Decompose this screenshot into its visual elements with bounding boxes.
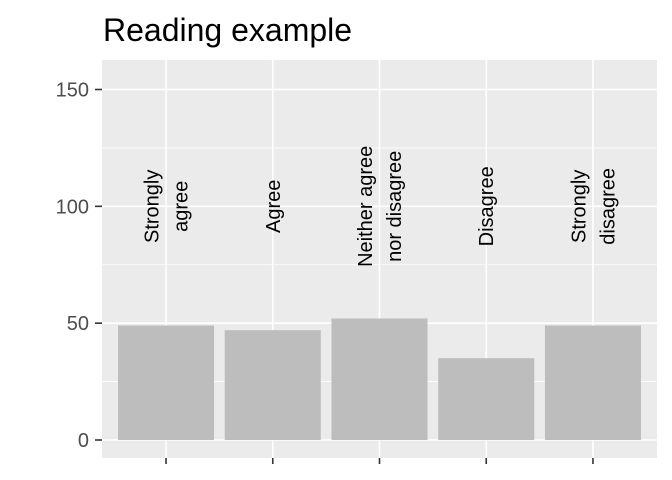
category-label-line: nor disagree <box>384 151 406 262</box>
bar-5 <box>544 325 641 440</box>
category-label-line: agree <box>171 181 193 232</box>
y-tick-label: 100 <box>56 196 89 218</box>
category-labels: Strongly agree Agree Neither agree nor disag… <box>142 146 620 267</box>
category-label: Disagree <box>476 166 498 246</box>
category-label-line: Strongly <box>568 170 590 243</box>
bar-4 <box>438 358 535 440</box>
category-label-line: Neither agree <box>355 146 377 267</box>
x-axis <box>165 458 594 464</box>
bar-3 <box>331 318 428 440</box>
category-label-line: Strongly <box>142 170 164 243</box>
y-axis: 0 50 100 150 <box>56 80 102 452</box>
bars <box>118 318 641 440</box>
y-tick-label: 150 <box>56 80 89 102</box>
category-label-line: Disagree <box>476 166 498 246</box>
category-label-line: disagree <box>597 168 619 245</box>
bar-1 <box>118 325 215 440</box>
category-label: Neither agree nor disagree <box>355 146 406 267</box>
category-label: Agree <box>263 180 285 233</box>
category-label: Strongly disagree <box>568 168 619 245</box>
y-tick-label: 0 <box>78 430 89 452</box>
category-label: Strongly agree <box>142 170 193 243</box>
category-label-line: Agree <box>263 180 285 233</box>
chart-title: Reading example <box>103 12 352 48</box>
bar-2 <box>224 330 321 440</box>
y-tick-label: 50 <box>67 313 89 335</box>
